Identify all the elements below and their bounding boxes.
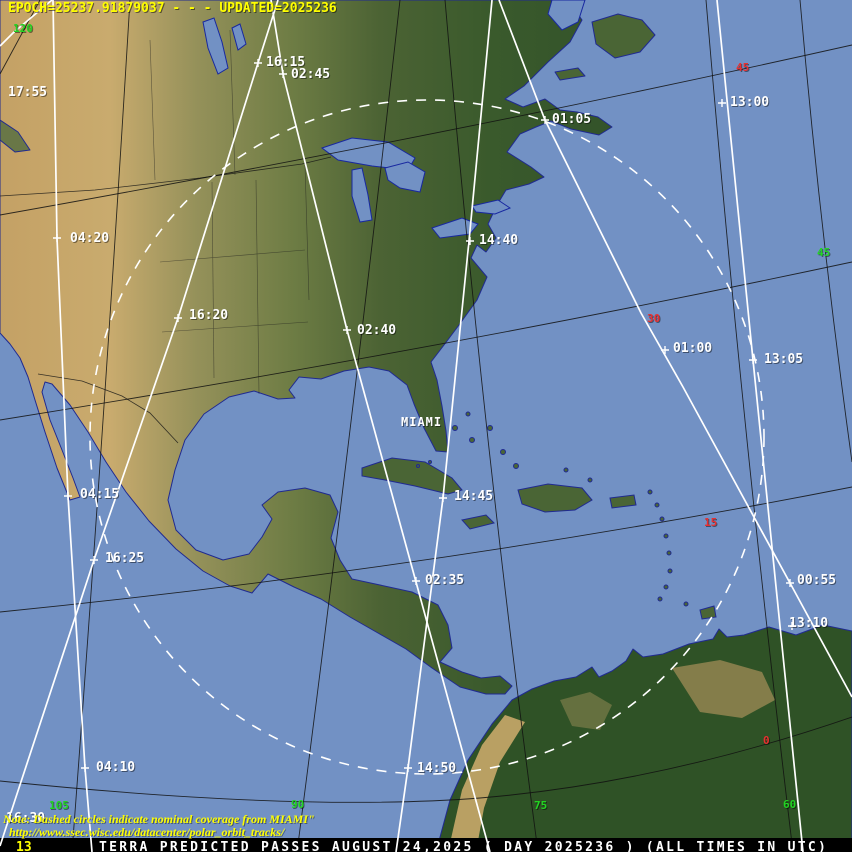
longitude-label: 120 [13, 22, 33, 35]
meridian-line [0, 0, 41, 75]
pass-time-label: 01:05 [552, 112, 592, 127]
tick-mark [254, 59, 262, 67]
track-tick-marks [53, 59, 796, 772]
tick-mark [788, 622, 796, 630]
pass-time-label: 01:00 [673, 341, 713, 356]
latitude-label: 0 [763, 734, 770, 747]
tick-mark [404, 764, 412, 772]
latitude-label: 15 [704, 516, 718, 529]
parallel-line [0, 716, 852, 803]
city-label-miami: MIAMI [401, 415, 443, 429]
coverage-circle [89, 99, 765, 775]
track-line-pass-1615-1620-1625-1630 [0, 0, 279, 847]
coverage-note-line1: Note: Dashed circles indicate nominal co… [3, 812, 315, 826]
pass-time-label: 13:00 [730, 95, 770, 110]
longitude-label: 90 [291, 798, 305, 811]
tick-mark [64, 492, 72, 500]
meridian-line [705, 0, 794, 852]
pass-time-label: 14:50 [417, 761, 457, 776]
pass-time-label: 16:25 [105, 551, 145, 566]
tick-mark [439, 494, 447, 502]
footer-bar-title: TERRA PREDICTED PASSES AUGUST_24,2025 ( … [99, 840, 829, 852]
state-borders [149, 29, 310, 395]
pass-time-label: 02:40 [357, 323, 397, 338]
tick-mark [718, 99, 726, 107]
longitude-label: 60 [783, 798, 797, 811]
pass-time-label: 16:20 [189, 308, 229, 323]
landmass-south-america [435, 624, 852, 852]
tick-mark [279, 70, 287, 78]
landmass-north-america [0, 0, 656, 695]
tick-mark [412, 577, 420, 585]
orbit-number: 13 [16, 840, 32, 852]
pass-time-label: 00:55 [797, 573, 837, 588]
pass-time-label: 14:45 [454, 489, 494, 504]
tick-mark [174, 314, 182, 322]
meridian-line [296, 0, 401, 852]
pass-time-label: 14:40 [479, 233, 519, 248]
pass-time-label: 04:15 [80, 487, 120, 502]
longitude-label: 105 [49, 799, 69, 812]
track-line-pass-1300-1305-1310 [716, 0, 804, 852]
lakes [202, 0, 586, 239]
track-line-pass-1755 [0, 0, 53, 47]
tick-mark [343, 326, 351, 334]
pass-time-label: 02:45 [291, 67, 331, 82]
meridian-line [71, 0, 131, 852]
epoch-updated-line: EPOCH=25237.91879037 - - - UPDATED=20252… [8, 1, 337, 16]
tick-mark [90, 556, 98, 564]
tick-mark [81, 764, 89, 772]
pass-time-label: 02:35 [425, 573, 465, 588]
parallel-line [0, 486, 852, 613]
parallel-line [0, 261, 852, 421]
tick-mark [466, 237, 474, 245]
caribbean-islands [361, 411, 717, 620]
longitude-label: 45 [817, 246, 831, 259]
pass-time-label: 04:20 [70, 231, 110, 246]
pass-time-label: 04:10 [96, 760, 136, 775]
political-borders [0, 156, 332, 444]
tick-mark [541, 116, 549, 124]
longitude-label: 75 [534, 799, 548, 812]
meridian-line [444, 0, 539, 852]
tick-mark [661, 346, 669, 354]
tick-mark [53, 234, 61, 242]
tick-mark [749, 356, 757, 364]
pass-time-label: 13:05 [764, 352, 804, 367]
tick-mark [786, 579, 794, 587]
coverage-circles [89, 99, 765, 775]
latitude-label: 45 [736, 61, 750, 74]
latitude-label: 30 [647, 312, 661, 325]
parallel-line [0, 44, 852, 216]
pass-time-label: 13:10 [789, 616, 829, 631]
pass-time-label: 17:55 [8, 85, 48, 100]
pass-time-label: 16:15 [266, 55, 306, 70]
coverage-note-url: http://www.ssec.wisc.edu/datacenter/pola… [9, 825, 285, 839]
footer-bar-background [0, 838, 852, 852]
meridian-line [799, 0, 852, 463]
pass-time-label: 16:30 [6, 811, 46, 826]
